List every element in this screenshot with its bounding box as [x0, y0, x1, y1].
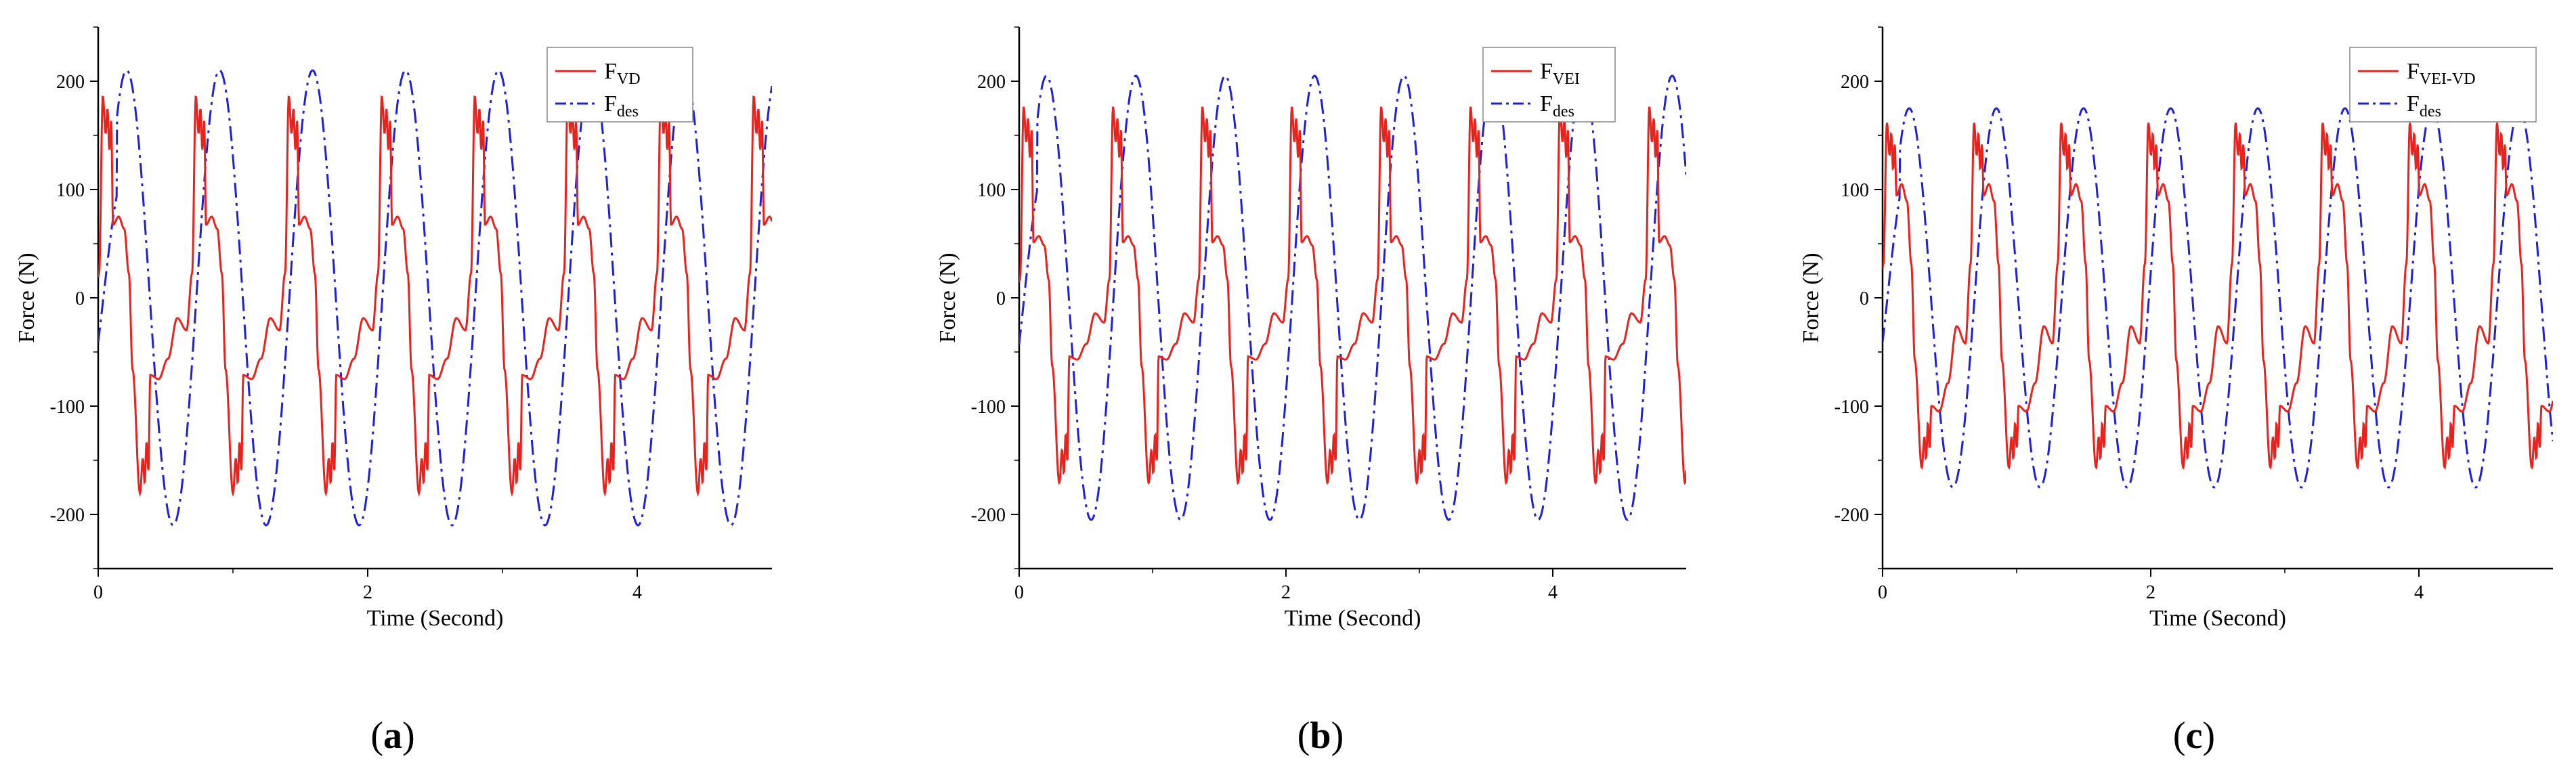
- series-line-F_des: [1019, 74, 1686, 521]
- y-tick-label: -200: [50, 505, 85, 526]
- x-tick-label: 4: [2414, 582, 2424, 603]
- x-tick-label: 2: [1281, 582, 1291, 603]
- y-tick-label: 0: [996, 288, 1006, 309]
- y-tick-label: 100: [56, 180, 85, 201]
- x-tick-label: 0: [1878, 582, 1887, 603]
- legend-label-des: Fdes: [604, 91, 639, 120]
- y-tick-label: 200: [977, 72, 1006, 93]
- panel-c: -200 -100 0 100 200 0 2 4 Time (Second) Force (N)…: [1799, 26, 2553, 757]
- panel-caption: (a): [370, 715, 414, 757]
- y-tick-label: 100: [977, 180, 1006, 201]
- x-tick-label: 4: [632, 582, 642, 603]
- x-tick-label: 2: [2146, 582, 2155, 603]
- legend-label-des: Fdes: [2407, 91, 2441, 120]
- x-tick-label: 2: [363, 582, 372, 603]
- series-line-F_des: [1883, 107, 2553, 489]
- y-tick-label: 0: [1860, 288, 1869, 309]
- y-tick-label: -100: [971, 397, 1006, 418]
- x-axis-title: Time (Second): [1285, 606, 1421, 631]
- legend: FVEI-VD Fdes: [2349, 47, 2537, 123]
- y-axis-title: Force (N): [1799, 252, 1824, 343]
- panel-caption: (c): [2173, 715, 2215, 757]
- legend-label-VEI: FVEI: [1540, 59, 1580, 88]
- panel-b: -200 -100 0 100 200 0 2 4 Time (Second) Force (N)…: [935, 26, 1686, 757]
- y-axis-title: Force (N): [935, 252, 960, 343]
- y-tick-label: 200: [56, 72, 85, 93]
- y-tick-label: -100: [50, 397, 85, 418]
- series-line-F_VEI: [1019, 106, 1686, 485]
- y-axis-title: Force (N): [14, 252, 39, 343]
- x-axis-title: Time (Second): [2149, 606, 2286, 631]
- x-axis-title: Time (Second): [367, 606, 504, 631]
- series-line-F_VD: [98, 95, 772, 498]
- panel-caption: (b): [1297, 715, 1344, 757]
- legend-box: [2349, 47, 2537, 123]
- series-line-F_VEI-VD: [1883, 123, 2553, 470]
- legend-label-des: Fdes: [1540, 91, 1574, 120]
- y-tick-label: -200: [971, 505, 1006, 526]
- legend-box: [546, 47, 693, 123]
- legend: FVEI Fdes: [1482, 47, 1616, 123]
- x-tick-label: 0: [1014, 582, 1024, 603]
- legend: FVD Fdes: [546, 47, 693, 123]
- legend-label-VD: FVD: [604, 59, 641, 88]
- x-tick-label: 0: [93, 582, 103, 603]
- legend-box: [1482, 47, 1616, 123]
- legend-label-VEI-VD: FVEI-VD: [2407, 59, 2476, 88]
- panel-a: -200 -100 0 100 200 0 2 4 Time (Second) Force (N)…: [14, 26, 772, 757]
- y-tick-label: -200: [1834, 505, 1869, 526]
- y-tick-label: 200: [1841, 72, 1869, 93]
- x-tick-label: 4: [1548, 582, 1558, 603]
- series-line-F_des: [98, 69, 772, 527]
- y-tick-label: 100: [1841, 180, 1869, 201]
- y-tick-label: 0: [75, 288, 85, 309]
- y-tick-label: -100: [1834, 397, 1869, 418]
